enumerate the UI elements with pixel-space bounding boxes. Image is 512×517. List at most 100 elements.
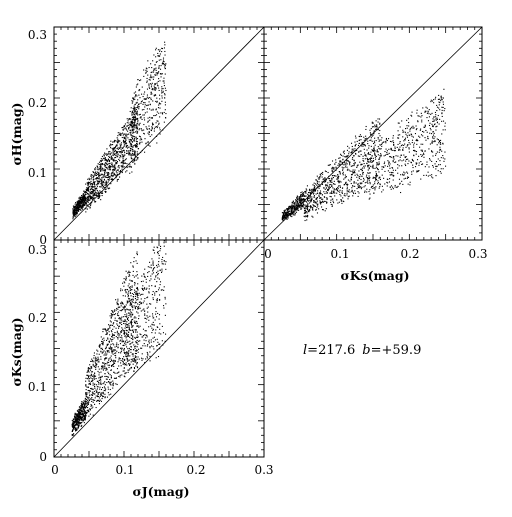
scatter-point (403, 131, 404, 132)
scatter-point (332, 160, 333, 161)
scatter-point (93, 177, 94, 178)
scatter-point (89, 400, 90, 401)
scatter-point (297, 199, 298, 200)
scatter-point (104, 355, 105, 356)
scatter-point (328, 190, 329, 191)
scatter-point (393, 157, 394, 158)
scatter-point (129, 164, 130, 165)
scatter-point (136, 326, 137, 327)
scatter-point (95, 363, 96, 364)
scatter-point (346, 194, 347, 195)
scatter-point (97, 360, 98, 361)
scatter-point (340, 164, 341, 165)
scatter-point (370, 161, 371, 162)
scatter-point (108, 177, 109, 178)
scatter-point (317, 204, 318, 205)
scatter-point (136, 127, 137, 128)
scatter-point (385, 155, 386, 156)
scatter-point (155, 49, 156, 50)
scatter-point (288, 207, 289, 208)
scatter-point (337, 203, 338, 204)
scatter-point (381, 155, 382, 156)
scatter-point (387, 140, 388, 141)
scatter-point (440, 140, 441, 141)
scatter-point (436, 126, 437, 127)
scatter-point (157, 121, 158, 122)
scatter-point (412, 128, 413, 129)
scatter-point (300, 197, 301, 198)
scatter-point (126, 276, 127, 277)
scatter-point (395, 150, 396, 151)
scatter-point (157, 72, 158, 73)
scatter-point (102, 159, 103, 160)
scatter-point (122, 341, 123, 342)
scatter-point (98, 173, 99, 174)
scatter-point (77, 210, 78, 211)
scatter-point (381, 144, 382, 145)
scatter-point (100, 179, 101, 180)
scatter-point (87, 209, 88, 210)
scatter-point (338, 158, 339, 159)
scatter-point (96, 391, 97, 392)
scatter-point (337, 165, 338, 166)
scatter-point (150, 304, 151, 305)
scatter-point (82, 203, 83, 204)
scatter-point (423, 132, 424, 133)
scatter-point (125, 280, 126, 281)
scatter-point (139, 128, 140, 129)
scatter-point (117, 309, 118, 310)
scatter-point (306, 190, 307, 191)
scatter-point (79, 207, 80, 208)
scatter-point (113, 360, 114, 361)
scatter-point (428, 172, 429, 173)
scatter-point (107, 362, 108, 363)
scatter-point (147, 60, 148, 61)
scatter-point (136, 337, 137, 338)
scatter-point (386, 139, 387, 140)
scatter-point (103, 154, 104, 155)
scatter-point (416, 144, 417, 145)
scatter-point (133, 344, 134, 345)
scatter-point (95, 390, 96, 391)
scatter-point (376, 175, 377, 176)
scatter-point (391, 172, 392, 173)
scatter-point (441, 107, 442, 108)
scatter-point (144, 117, 145, 118)
scatter-point (123, 158, 124, 159)
scatter-point (433, 121, 434, 122)
scatter-point (348, 161, 349, 162)
scatter-point (97, 190, 98, 191)
scatter-point (370, 166, 371, 167)
scatter-point (142, 87, 143, 88)
scatter-point (110, 361, 111, 362)
scatter-point (106, 353, 107, 354)
scatter-point (131, 115, 132, 116)
scatter-point (419, 137, 420, 138)
scatter-point (121, 305, 122, 306)
scatter-point (132, 124, 133, 125)
scatter-point (126, 372, 127, 373)
scatter-point (439, 160, 440, 161)
scatter-point (441, 121, 442, 122)
scatter-point (118, 149, 119, 150)
scatter-point (117, 139, 118, 140)
scatter-point (351, 152, 352, 153)
scatter-point (119, 148, 120, 149)
scatter-point (87, 197, 88, 198)
scatter-point (318, 184, 319, 185)
scatter-point (371, 146, 372, 147)
scatter-point (163, 78, 164, 79)
scatter-point (435, 155, 436, 156)
scatter-point (437, 107, 438, 108)
scatter-point (86, 401, 87, 402)
scatter-point (109, 327, 110, 328)
scatter-point (431, 176, 432, 177)
scatter-point (343, 179, 344, 180)
scatter-point (406, 159, 407, 160)
scatter-point (126, 143, 127, 144)
scatter-point (123, 126, 124, 127)
scatter-point (117, 299, 118, 300)
scatter-point (132, 265, 133, 266)
scatter-point (109, 188, 110, 189)
scatter-point (444, 110, 445, 111)
